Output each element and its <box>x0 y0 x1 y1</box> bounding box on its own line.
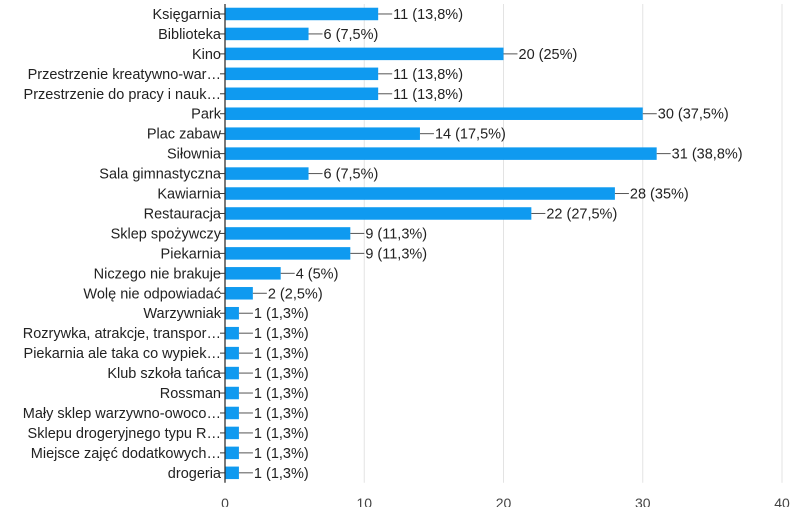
category-label: Siłownia <box>167 147 222 163</box>
category-label: Piekarnia ale taka co wypiek… <box>24 346 221 362</box>
bar <box>225 426 239 440</box>
category-label: Park <box>191 107 222 123</box>
bar <box>225 247 351 260</box>
data-label: 1 (1,3%) <box>254 426 309 442</box>
bar <box>225 366 239 380</box>
data-label: 28 (35%) <box>630 187 689 203</box>
category-label: Rossman <box>160 386 221 402</box>
category-label: Niczego nie brakuje <box>94 266 221 282</box>
bar <box>225 87 379 101</box>
bar <box>225 406 239 420</box>
data-label: 1 (1,3%) <box>254 326 309 342</box>
bars <box>225 7 657 480</box>
data-label: 11 (13,8%) <box>393 67 463 83</box>
category-label: Restauracja <box>144 206 222 222</box>
category-label: drogeria <box>168 466 222 482</box>
bar <box>225 47 504 61</box>
x-tick-label: 40 <box>774 495 790 507</box>
data-label: 11 (13,8%) <box>393 7 463 23</box>
data-label: 2 (2,5%) <box>268 286 323 302</box>
category-label: Kawiarnia <box>157 187 222 203</box>
bar <box>225 227 351 240</box>
category-label: Przestrzenie do pracy i nauk… <box>24 87 221 103</box>
data-label: 30 (37,5%) <box>658 107 729 123</box>
bar <box>225 167 309 180</box>
data-label: 22 (27,5%) <box>546 206 617 222</box>
category-label: Mały sklep warzywno-owoco… <box>23 406 221 422</box>
data-label: 1 (1,3%) <box>254 346 309 362</box>
data-label: 4 (5%) <box>296 266 339 282</box>
data-label: 14 (17,5%) <box>435 127 506 143</box>
category-label: Wolę nie odpowiadać <box>83 286 221 302</box>
bar <box>225 207 532 220</box>
category-label: Warzywniak <box>143 306 221 322</box>
bar <box>225 147 657 160</box>
bar <box>225 27 309 41</box>
data-label: 1 (1,3%) <box>254 406 309 422</box>
bar <box>225 306 239 320</box>
category-label: Klub szkoła tańca <box>107 366 222 382</box>
category-label: Plac zabaw <box>147 127 222 143</box>
category-label: Sklepu drogeryjnego typu R… <box>28 426 221 442</box>
bar <box>225 446 239 460</box>
category-label: Biblioteka <box>158 27 222 43</box>
data-label: 11 (13,8%) <box>393 87 463 103</box>
data-label: 1 (1,3%) <box>254 366 309 382</box>
category-label: Sala gimnastyczna <box>99 167 222 183</box>
data-label: 6 (7,5%) <box>324 167 379 183</box>
data-label: 6 (7,5%) <box>324 27 379 43</box>
x-tick-label: 0 <box>221 495 229 507</box>
x-tick-label: 30 <box>635 495 651 507</box>
data-label: 9 (11,3%) <box>365 246 427 262</box>
bar <box>225 107 643 120</box>
data-label: 9 (11,3%) <box>365 226 427 242</box>
bar <box>225 127 420 140</box>
labels: Księgarnia 11 (13,8%) Biblioteka 6 (7,5%) Ki… <box>23 7 743 482</box>
category-label: Księgarnia <box>152 7 221 23</box>
x-tick-label: 20 <box>496 495 512 507</box>
bar <box>225 187 615 200</box>
data-label: 20 (25%) <box>519 47 578 63</box>
category-label: Sklep spożywczy <box>111 226 222 242</box>
gridlines <box>363 4 783 483</box>
data-label: 31 (38,8%) <box>672 147 743 163</box>
data-label: 1 (1,3%) <box>254 306 309 322</box>
category-label: Piekarnia <box>161 246 222 262</box>
bar <box>225 67 379 81</box>
x-tick-label: 10 <box>356 495 372 507</box>
data-label: 1 (1,3%) <box>254 386 309 402</box>
bar <box>225 7 379 21</box>
data-label: 1 (1,3%) <box>254 446 309 462</box>
category-label: Rozrywka, atrakcje, transpor… <box>23 326 221 342</box>
bar <box>225 346 239 360</box>
bar <box>225 326 239 340</box>
bar <box>225 287 253 300</box>
bar <box>225 466 239 480</box>
bar <box>225 386 239 400</box>
bar <box>225 267 281 280</box>
category-label: Miejsce zajęć dodatkowych… <box>31 446 221 462</box>
category-label: Przestrzenie kreatywno-war… <box>28 67 221 83</box>
data-label: 1 (1,3%) <box>254 466 309 482</box>
category-label: Kino <box>192 47 221 63</box>
